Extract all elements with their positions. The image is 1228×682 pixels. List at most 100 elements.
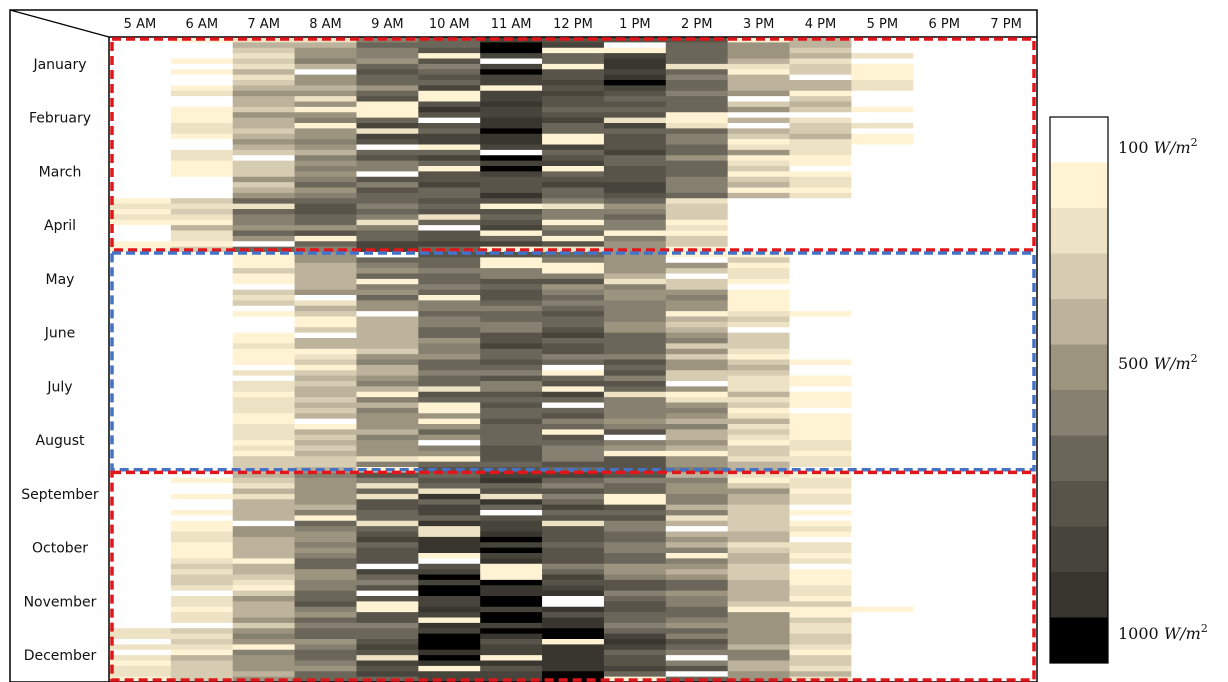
- heatmap-cell: [913, 660, 976, 667]
- heatmap-cell: [665, 42, 729, 49]
- heatmap-cell: [356, 203, 419, 210]
- heatmap-cell: [480, 128, 543, 135]
- heatmap-cell: [170, 338, 234, 344]
- heatmap-cell: [356, 252, 419, 258]
- heatmap-cell: [480, 590, 543, 597]
- heatmap-cell: [913, 628, 976, 635]
- heatmap-cell: [603, 402, 667, 409]
- heatmap-cell: [356, 230, 419, 237]
- heatmap-cell: [109, 434, 172, 441]
- heatmap-cell: [542, 665, 605, 672]
- heatmap-cell: [480, 166, 543, 172]
- heatmap-cell: [727, 284, 790, 291]
- heatmap-cell: [603, 563, 667, 570]
- heatmap-cell: [170, 386, 234, 393]
- heatmap-cell: [109, 407, 172, 414]
- heatmap-cell: [232, 112, 295, 119]
- heatmap-cell: [913, 633, 976, 640]
- heatmap-cell: [294, 128, 357, 135]
- heatmap-cell: [665, 80, 729, 86]
- heatmap-cell: [109, 295, 172, 301]
- heatmap-cell: [542, 246, 605, 253]
- heatmap-cell: [789, 311, 852, 317]
- heatmap-cell: [727, 424, 790, 430]
- heatmap-cell: [789, 219, 852, 226]
- heatmap-cell: [170, 348, 234, 355]
- heatmap-cell: [480, 493, 543, 500]
- heatmap-cell: [665, 295, 729, 301]
- heatmap-cell: [913, 144, 976, 151]
- heatmap-cell: [665, 332, 729, 339]
- heatmap-cell: [913, 370, 976, 377]
- heatmap-cell: [665, 461, 729, 468]
- heatmap-cell: [418, 499, 481, 506]
- heatmap-cell: [418, 327, 481, 334]
- heatmap-cell: [109, 381, 172, 387]
- heatmap-cell: [542, 359, 605, 366]
- heatmap-cell: [851, 499, 914, 506]
- heatmap-cell: [232, 612, 295, 618]
- heatmap-cell: [232, 198, 295, 205]
- heatmap-cell: [418, 644, 481, 651]
- heatmap-cell: [727, 622, 790, 629]
- heatmap-cell: [727, 386, 790, 393]
- heatmap-cell: [109, 585, 172, 592]
- heatmap-cell: [542, 273, 605, 280]
- heatmap-cell: [356, 676, 419, 682]
- heatmap-cell: [851, 69, 914, 76]
- heatmap-cell: [913, 440, 976, 446]
- heatmap-cell: [913, 639, 976, 645]
- heatmap-cell: [727, 112, 790, 119]
- heatmap-cell: [294, 483, 357, 489]
- heatmap-cell: [665, 381, 729, 387]
- heatmap-cell: [356, 160, 419, 167]
- heatmap-cell: [170, 90, 234, 97]
- heatmap-cell: [170, 628, 234, 635]
- heatmap-cell: [480, 192, 543, 199]
- heatmap-cell: [294, 241, 357, 248]
- heatmap-cell: [603, 230, 667, 237]
- heatmap-cell: [480, 300, 543, 307]
- heatmap-cell: [418, 622, 481, 629]
- heatmap-cell: [913, 531, 976, 538]
- heatmap-cell: [665, 472, 729, 479]
- heatmap-cell: [975, 133, 1038, 140]
- heatmap-cell: [789, 214, 852, 221]
- heatmap-cell: [665, 655, 729, 661]
- heatmap-cell: [542, 235, 605, 242]
- heatmap-cell: [789, 402, 852, 409]
- heatmap-cell: [727, 101, 790, 108]
- heatmap-cell: [913, 510, 976, 516]
- heatmap-cell: [542, 547, 605, 554]
- heatmap-cell: [913, 354, 976, 360]
- heatmap-cell: [789, 128, 852, 135]
- heatmap-cell: [109, 187, 172, 194]
- heatmap-cell: [170, 69, 234, 76]
- heatmap-cell: [851, 47, 914, 54]
- heatmap-cell: [913, 69, 976, 76]
- heatmap-cell: [418, 295, 481, 301]
- heatmap-cell: [727, 456, 790, 463]
- heatmap-cell: [851, 472, 914, 479]
- heatmap-cell: [356, 531, 419, 538]
- heatmap-cell: [727, 117, 790, 124]
- heatmap-cell: [727, 139, 790, 145]
- heatmap-cell: [294, 531, 357, 538]
- heatmap-cell: [789, 665, 852, 672]
- heatmap-cell: [851, 327, 914, 334]
- heatmap-cell: [913, 117, 976, 124]
- colorbar-swatch: [1050, 208, 1108, 254]
- heatmap-cell: [418, 128, 481, 135]
- heatmap-cell: [851, 176, 914, 183]
- heatmap-cell: [789, 80, 852, 86]
- heatmap-cell: [418, 531, 481, 538]
- heatmap-cell: [789, 338, 852, 344]
- heatmap-cell: [975, 515, 1038, 522]
- heatmap-cell: [170, 569, 234, 575]
- heatmap-cell: [542, 579, 605, 586]
- heatmap-cell: [109, 69, 172, 76]
- heatmap-cell: [913, 483, 976, 489]
- heatmap-cell: [789, 230, 852, 237]
- heatmap-cell: [418, 176, 481, 183]
- heatmap-cell: [418, 574, 481, 581]
